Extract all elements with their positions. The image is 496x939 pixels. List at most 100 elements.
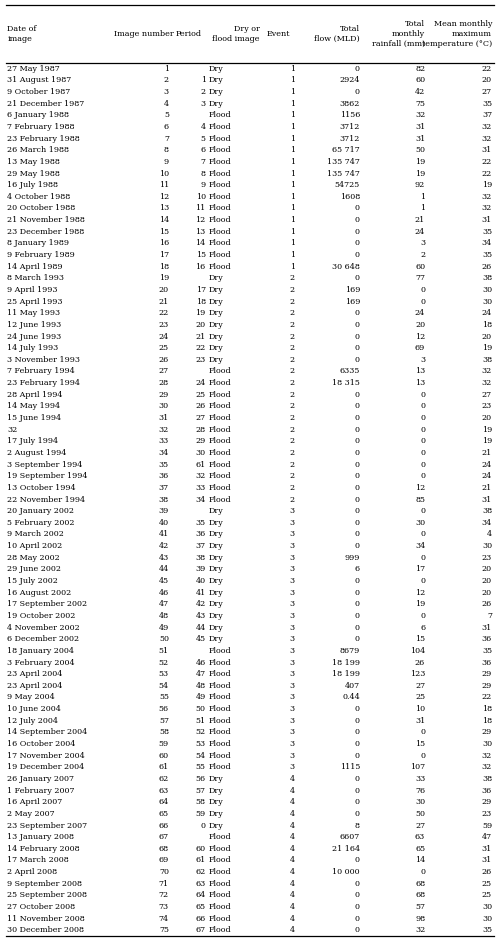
Text: 123: 123 (410, 670, 425, 678)
Text: Flood: Flood (209, 239, 231, 247)
Text: 10: 10 (195, 192, 206, 201)
Text: 69: 69 (159, 856, 169, 865)
Text: 7 February 1994: 7 February 1994 (7, 367, 75, 376)
Text: 23: 23 (482, 554, 492, 562)
Text: Flood: Flood (209, 694, 231, 701)
Text: 31: 31 (482, 216, 492, 224)
Text: 22: 22 (482, 170, 492, 177)
Text: 67: 67 (195, 927, 206, 934)
Text: 50: 50 (415, 146, 425, 154)
Text: 36: 36 (482, 636, 492, 643)
Text: 30 648: 30 648 (332, 263, 360, 270)
Text: 19: 19 (482, 345, 492, 352)
Text: 44: 44 (159, 565, 169, 574)
Text: 2 August 1994: 2 August 1994 (7, 449, 67, 457)
Text: 59: 59 (195, 810, 206, 818)
Text: 73: 73 (159, 903, 169, 911)
Text: 9 October 1987: 9 October 1987 (7, 88, 71, 96)
Text: 0: 0 (355, 425, 360, 434)
Text: 1: 1 (290, 76, 295, 85)
Text: Flood: Flood (209, 379, 231, 387)
Text: 20: 20 (482, 76, 492, 85)
Text: Flood: Flood (209, 496, 231, 503)
Text: 135 747: 135 747 (327, 158, 360, 166)
Text: 1: 1 (164, 65, 169, 72)
Text: Flood: Flood (209, 647, 231, 654)
Text: 3: 3 (200, 100, 206, 108)
Text: 17 March 2008: 17 March 2008 (7, 856, 69, 865)
Text: 1: 1 (420, 205, 425, 212)
Text: Dry: Dry (209, 822, 224, 829)
Text: 3712: 3712 (340, 134, 360, 143)
Text: 2: 2 (290, 403, 295, 410)
Text: 1: 1 (290, 88, 295, 96)
Text: 19: 19 (159, 274, 169, 283)
Text: 107: 107 (410, 763, 425, 771)
Text: 16 July 1988: 16 July 1988 (7, 181, 59, 189)
Text: 27: 27 (415, 822, 425, 829)
Text: 21: 21 (482, 449, 492, 457)
Text: 18: 18 (195, 298, 206, 305)
Text: 6 December 2002: 6 December 2002 (7, 636, 79, 643)
Text: 0: 0 (355, 589, 360, 596)
Text: 3: 3 (290, 600, 295, 608)
Text: Flood: Flood (209, 134, 231, 143)
Text: 20: 20 (482, 577, 492, 585)
Text: 0: 0 (355, 600, 360, 608)
Text: 34: 34 (482, 519, 492, 527)
Text: 60: 60 (415, 263, 425, 270)
Text: 0: 0 (355, 856, 360, 865)
Text: 34: 34 (415, 542, 425, 550)
Text: 67: 67 (159, 833, 169, 841)
Text: 0: 0 (355, 321, 360, 329)
Text: 0: 0 (355, 880, 360, 887)
Text: 27: 27 (159, 367, 169, 376)
Text: 1: 1 (290, 112, 295, 119)
Text: 0: 0 (355, 484, 360, 492)
Text: 1: 1 (290, 239, 295, 247)
Text: 2: 2 (420, 251, 425, 259)
Text: 6: 6 (420, 623, 425, 632)
Text: 0: 0 (355, 472, 360, 480)
Text: Dry: Dry (209, 554, 224, 562)
Text: 0: 0 (420, 472, 425, 480)
Text: 2: 2 (290, 496, 295, 503)
Text: 2924: 2924 (339, 76, 360, 85)
Text: 71: 71 (159, 880, 169, 887)
Text: 0: 0 (355, 88, 360, 96)
Text: 13: 13 (415, 367, 425, 376)
Text: Dry: Dry (209, 798, 224, 807)
Text: Flood: Flood (209, 123, 231, 131)
Text: 13: 13 (195, 228, 206, 236)
Text: 0: 0 (355, 740, 360, 748)
Text: 50: 50 (196, 705, 206, 713)
Text: 999: 999 (345, 554, 360, 562)
Text: 12 June 1993: 12 June 1993 (7, 321, 62, 329)
Text: 22: 22 (482, 158, 492, 166)
Text: 3: 3 (420, 239, 425, 247)
Text: Dry: Dry (209, 577, 224, 585)
Text: 7: 7 (164, 134, 169, 143)
Text: 14 May 1994: 14 May 1994 (7, 403, 61, 410)
Text: 3: 3 (290, 565, 295, 574)
Text: 26: 26 (195, 403, 206, 410)
Text: 20 October 1988: 20 October 1988 (7, 205, 76, 212)
Text: Dry: Dry (209, 298, 224, 305)
Text: 9 March 2002: 9 March 2002 (7, 531, 64, 538)
Text: 1: 1 (420, 192, 425, 201)
Text: 31: 31 (415, 134, 425, 143)
Text: 4: 4 (290, 927, 295, 934)
Text: Flood: Flood (209, 414, 231, 422)
Text: 6: 6 (164, 123, 169, 131)
Text: 3 February 2004: 3 February 2004 (7, 658, 75, 667)
Text: 30: 30 (482, 286, 492, 294)
Text: 24: 24 (195, 379, 206, 387)
Text: 69: 69 (415, 345, 425, 352)
Text: 25 April 1993: 25 April 1993 (7, 298, 63, 305)
Text: 16: 16 (159, 239, 169, 247)
Text: 0: 0 (355, 716, 360, 725)
Text: 26 March 1988: 26 March 1988 (7, 146, 69, 154)
Text: 4: 4 (290, 891, 295, 900)
Text: 16: 16 (195, 263, 206, 270)
Text: 11: 11 (159, 181, 169, 189)
